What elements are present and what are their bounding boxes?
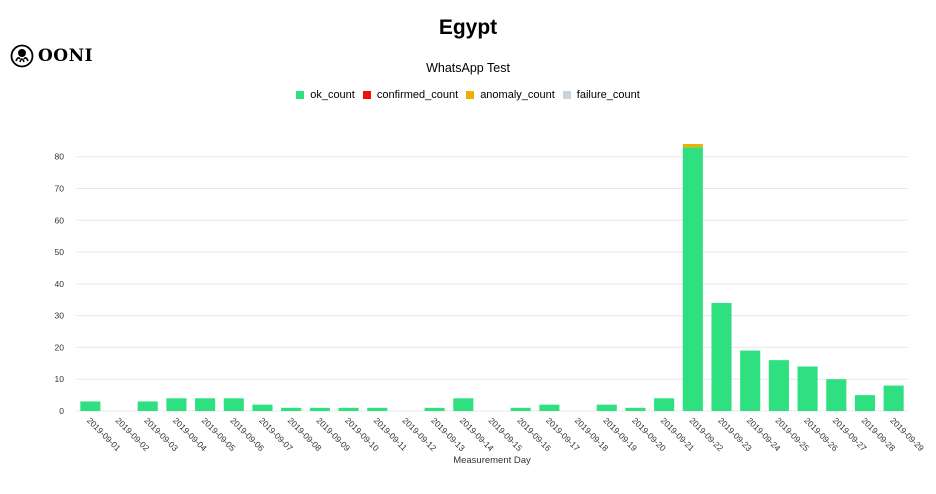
bar-ok_count-2019-09-10 xyxy=(338,407,359,411)
legend-swatch-confirmed xyxy=(362,91,371,99)
y-tick-label: 50 xyxy=(55,247,65,257)
y-tick-label: 10 xyxy=(55,374,65,384)
ooni-octopus-icon xyxy=(10,44,34,68)
bar-ok_count-2019-09-16 xyxy=(510,407,531,411)
bar-ok_count-2019-09-24 xyxy=(740,350,761,411)
legend: ok_count confirmed_count anomaly_count f… xyxy=(0,89,936,101)
legend-label-failure: failure_count xyxy=(576,89,640,101)
bar-ok_count-2019-09-23 xyxy=(711,302,732,411)
bar-ok_count-2019-09-03 xyxy=(137,401,158,411)
legend-item-failure[interactable]: failure_count xyxy=(562,89,640,101)
ooni-logo: OONI xyxy=(10,44,93,68)
bar-ok_count-2019-09-13 xyxy=(424,407,445,411)
legend-swatch-ok xyxy=(296,91,305,99)
legend-label-confirmed: confirmed_count xyxy=(376,89,459,101)
bar-ok_count-2019-09-27 xyxy=(826,379,847,411)
y-tick-label: 80 xyxy=(55,152,65,162)
bar-ok_count-2019-09-14 xyxy=(453,398,474,411)
x-axis-title: Measurement Day xyxy=(453,455,531,466)
bar-ok_count-2019-09-05 xyxy=(195,398,216,411)
y-tick-label: 70 xyxy=(55,184,65,194)
legend-label-ok: ok_count xyxy=(310,89,355,101)
bar-ok_count-2019-09-09 xyxy=(309,407,330,411)
bar-ok_count-2019-09-11 xyxy=(367,407,388,411)
bar-ok_count-2019-09-17 xyxy=(539,404,560,411)
bar-ok_count-2019-09-25 xyxy=(768,360,789,411)
chart-subtitle: WhatsApp Test xyxy=(426,61,510,75)
bar-ok_count-2019-09-26 xyxy=(797,366,818,411)
bar-ok_count-2019-09-22 xyxy=(682,147,703,411)
bar-ok_count-2019-09-29 xyxy=(883,385,904,411)
legend-swatch-anomaly xyxy=(466,91,475,99)
logo-text: OONI xyxy=(38,46,94,66)
bar-ok_count-2019-09-28 xyxy=(854,395,876,411)
bar-ok_count-2019-09-07 xyxy=(252,404,273,411)
bar-ok_count-2019-09-04 xyxy=(166,398,187,411)
bar-anomaly_count-2019-09-22 xyxy=(682,144,703,148)
legend-swatch-failure xyxy=(562,91,571,99)
chart-title: Egypt xyxy=(438,16,498,39)
legend-item-confirmed[interactable]: confirmed_count xyxy=(362,89,459,101)
bar-ok_count-2019-09-20 xyxy=(625,407,646,411)
bar-ok_count-2019-09-01 xyxy=(80,401,101,411)
y-tick-label: 60 xyxy=(55,215,65,225)
bar-ok_count-2019-09-08 xyxy=(281,407,302,411)
legend-label-anomaly: anomaly_count xyxy=(480,89,555,101)
y-tick-label: 20 xyxy=(55,342,65,352)
y-tick-label: 30 xyxy=(55,311,65,321)
legend-item-ok[interactable]: ok_count xyxy=(296,89,355,101)
bar-ok_count-2019-09-06 xyxy=(223,398,244,411)
y-tick-label: 40 xyxy=(55,279,65,289)
legend-item-anomaly[interactable]: anomaly_count xyxy=(466,89,555,101)
bar-ok_count-2019-09-21 xyxy=(654,398,675,411)
bar-ok_count-2019-09-19 xyxy=(596,404,617,411)
y-tick-label: 0 xyxy=(59,406,64,416)
